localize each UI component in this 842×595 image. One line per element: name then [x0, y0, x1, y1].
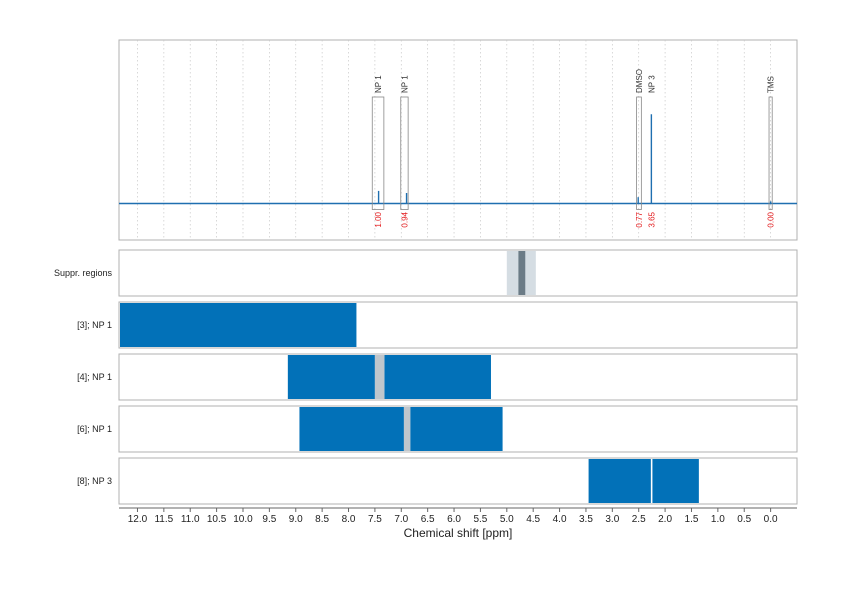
- peak-integral: 0.94: [400, 211, 409, 227]
- peak-label: TMS: [767, 76, 776, 93]
- peak-integration-box: [400, 96, 409, 210]
- x-tick-label: 6.0: [447, 514, 461, 525]
- region-bar: [384, 355, 491, 399]
- x-axis: 12.0 11.5 11.0 10.5 10.0 9.5 9.0 8.5 8.0 7.5 7.0 6.…: [119, 507, 797, 525]
- peak-label: DMSO: [635, 69, 644, 93]
- x-tick-label: 8.5: [315, 514, 329, 525]
- x-tick-label: 11.5: [154, 514, 173, 525]
- region-bar: [287, 355, 375, 399]
- suppression-core: [518, 251, 526, 295]
- peak-label: NP 3: [647, 75, 656, 93]
- x-tick-label: 0.0: [764, 514, 778, 525]
- x-tick-label: 10.0: [233, 514, 253, 525]
- x-tick-label: 5.0: [500, 514, 514, 525]
- peak-integration-box: [636, 96, 642, 210]
- spectrum-frame: [118, 39, 798, 241]
- x-tick-label: 12.0: [128, 514, 148, 525]
- peak-integral: 1.00: [374, 211, 383, 227]
- x-tick-label: 10.5: [207, 514, 227, 525]
- region-track: [8]; NP 3: [77, 457, 798, 505]
- peak-integration-box: [371, 96, 385, 210]
- region-track: [3]; NP 1: [77, 301, 798, 349]
- region-bar: [120, 303, 357, 347]
- track-label: [4]; NP 1: [77, 372, 112, 382]
- peak-integration-box: [768, 96, 773, 210]
- x-tick-label: 2.0: [658, 514, 672, 525]
- x-tick-label: 5.5: [473, 514, 487, 525]
- peak-label: NP 1: [374, 75, 383, 93]
- track-label: [3]; NP 1: [77, 320, 112, 330]
- x-tick-label: 4.5: [526, 514, 540, 525]
- x-tick-label: 8.0: [342, 514, 356, 525]
- region-gap: [374, 355, 385, 399]
- region-gap: [403, 407, 411, 451]
- x-tick-label: 9.0: [289, 514, 303, 525]
- x-tick-label: 0.5: [737, 514, 751, 525]
- spectrum-panel: NP 1 1.00 NP 1 0.94 DMSO 0.77 NP 3 3.65 TMS 0.00: [118, 39, 798, 241]
- x-axis-title: Chemical shift [ppm]: [404, 526, 513, 540]
- region-bar: [410, 407, 503, 451]
- x-tick-label: 4.0: [553, 514, 567, 525]
- x-tick-label: 7.5: [368, 514, 382, 525]
- x-tick-label: 1.0: [711, 514, 725, 525]
- region-track: Suppr. regions: [54, 249, 798, 297]
- region-bar: [652, 459, 699, 503]
- peak-label: NP 1: [400, 75, 409, 93]
- track-label: Suppr. regions: [54, 268, 113, 278]
- region-track: [4]; NP 1: [77, 353, 798, 401]
- region-track: [6]; NP 1: [77, 405, 798, 453]
- x-tick-label: 11.0: [181, 514, 200, 525]
- peak-integral: 0.77: [635, 211, 644, 227]
- x-tick-label: 7.0: [394, 514, 408, 525]
- track-label: [6]; NP 1: [77, 424, 112, 434]
- peak-integral: 3.65: [647, 211, 656, 227]
- region-bar: [299, 407, 404, 451]
- x-tick-label: 9.5: [262, 514, 276, 525]
- peak-integral: 0.00: [767, 211, 776, 227]
- track-label: [8]; NP 3: [77, 476, 112, 486]
- x-tick-label: 1.5: [685, 514, 699, 525]
- x-tick-label: 2.5: [632, 514, 646, 525]
- x-tick-label: 6.5: [421, 514, 435, 525]
- x-tick-label: 3.5: [579, 514, 593, 525]
- track-frame: [118, 249, 798, 297]
- region-tracks: Suppr. regions [3]; NP 1 [4]; NP 1 [6]; NP …: [54, 249, 798, 505]
- region-bar: [588, 459, 651, 503]
- x-tick-label: 3.0: [605, 514, 619, 525]
